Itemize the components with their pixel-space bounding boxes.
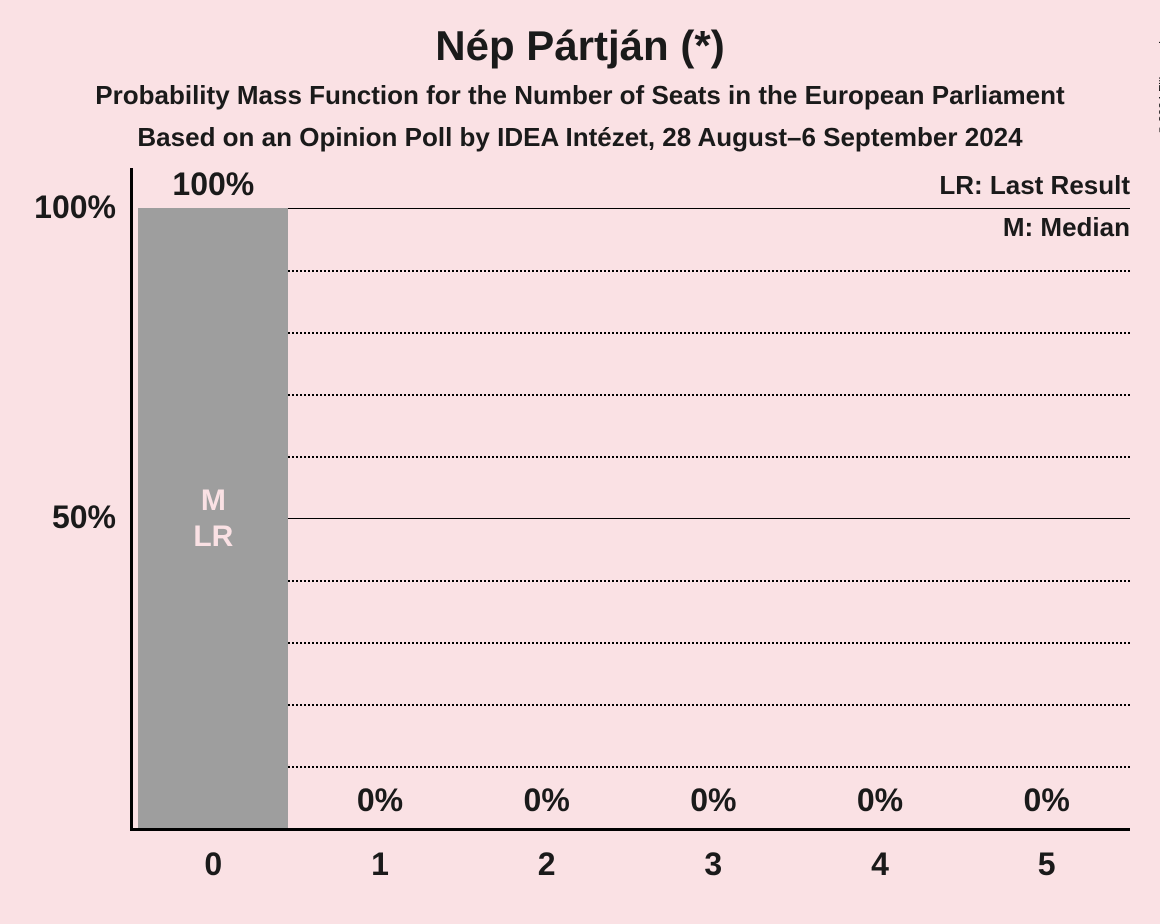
- x-tick-label: 2: [463, 846, 630, 883]
- median-marker: M: [138, 484, 288, 518]
- x-tick-label: 1: [297, 846, 464, 883]
- bar-value-label: 0%: [797, 782, 964, 819]
- x-tick-label: 5: [963, 846, 1130, 883]
- gridline-minor: [288, 766, 1130, 768]
- x-axis: [130, 828, 1130, 831]
- gridline-minor: [288, 270, 1130, 272]
- legend-median: M: Median: [130, 212, 1130, 243]
- legend-last-result: LR: Last Result: [130, 170, 1130, 201]
- last-result-marker: LR: [138, 520, 288, 554]
- chart-title: Nép Pártján (*): [0, 22, 1160, 70]
- gridline-minor: [288, 394, 1130, 396]
- bar-value-label: 0%: [463, 782, 630, 819]
- bar: [138, 208, 288, 828]
- bar-value-label: 0%: [630, 782, 797, 819]
- y-tick-label: 100%: [0, 189, 116, 226]
- gridline-minor: [288, 704, 1130, 706]
- gridline-minor: [288, 580, 1130, 582]
- y-tick-label: 50%: [0, 499, 116, 536]
- bar-value-label: 0%: [297, 782, 464, 819]
- x-tick-label: 3: [630, 846, 797, 883]
- gridline-major: [288, 208, 1130, 209]
- copyright: © 2024 Filip van Laenen: [1156, 4, 1160, 134]
- x-tick-label: 4: [797, 846, 964, 883]
- gridline-minor: [288, 456, 1130, 458]
- chart-root: Nép Pártján (*) Probability Mass Function…: [0, 0, 1160, 924]
- y-axis: [130, 168, 133, 828]
- gridline-minor: [288, 332, 1130, 334]
- bar-value-label: 0%: [963, 782, 1130, 819]
- x-tick-label: 0: [130, 846, 297, 883]
- gridline-major: [288, 518, 1130, 519]
- chart-subtitle-1: Probability Mass Function for the Number…: [0, 80, 1160, 111]
- chart-subtitle-2: Based on an Opinion Poll by IDEA Intézet…: [0, 122, 1160, 153]
- gridline-minor: [288, 642, 1130, 644]
